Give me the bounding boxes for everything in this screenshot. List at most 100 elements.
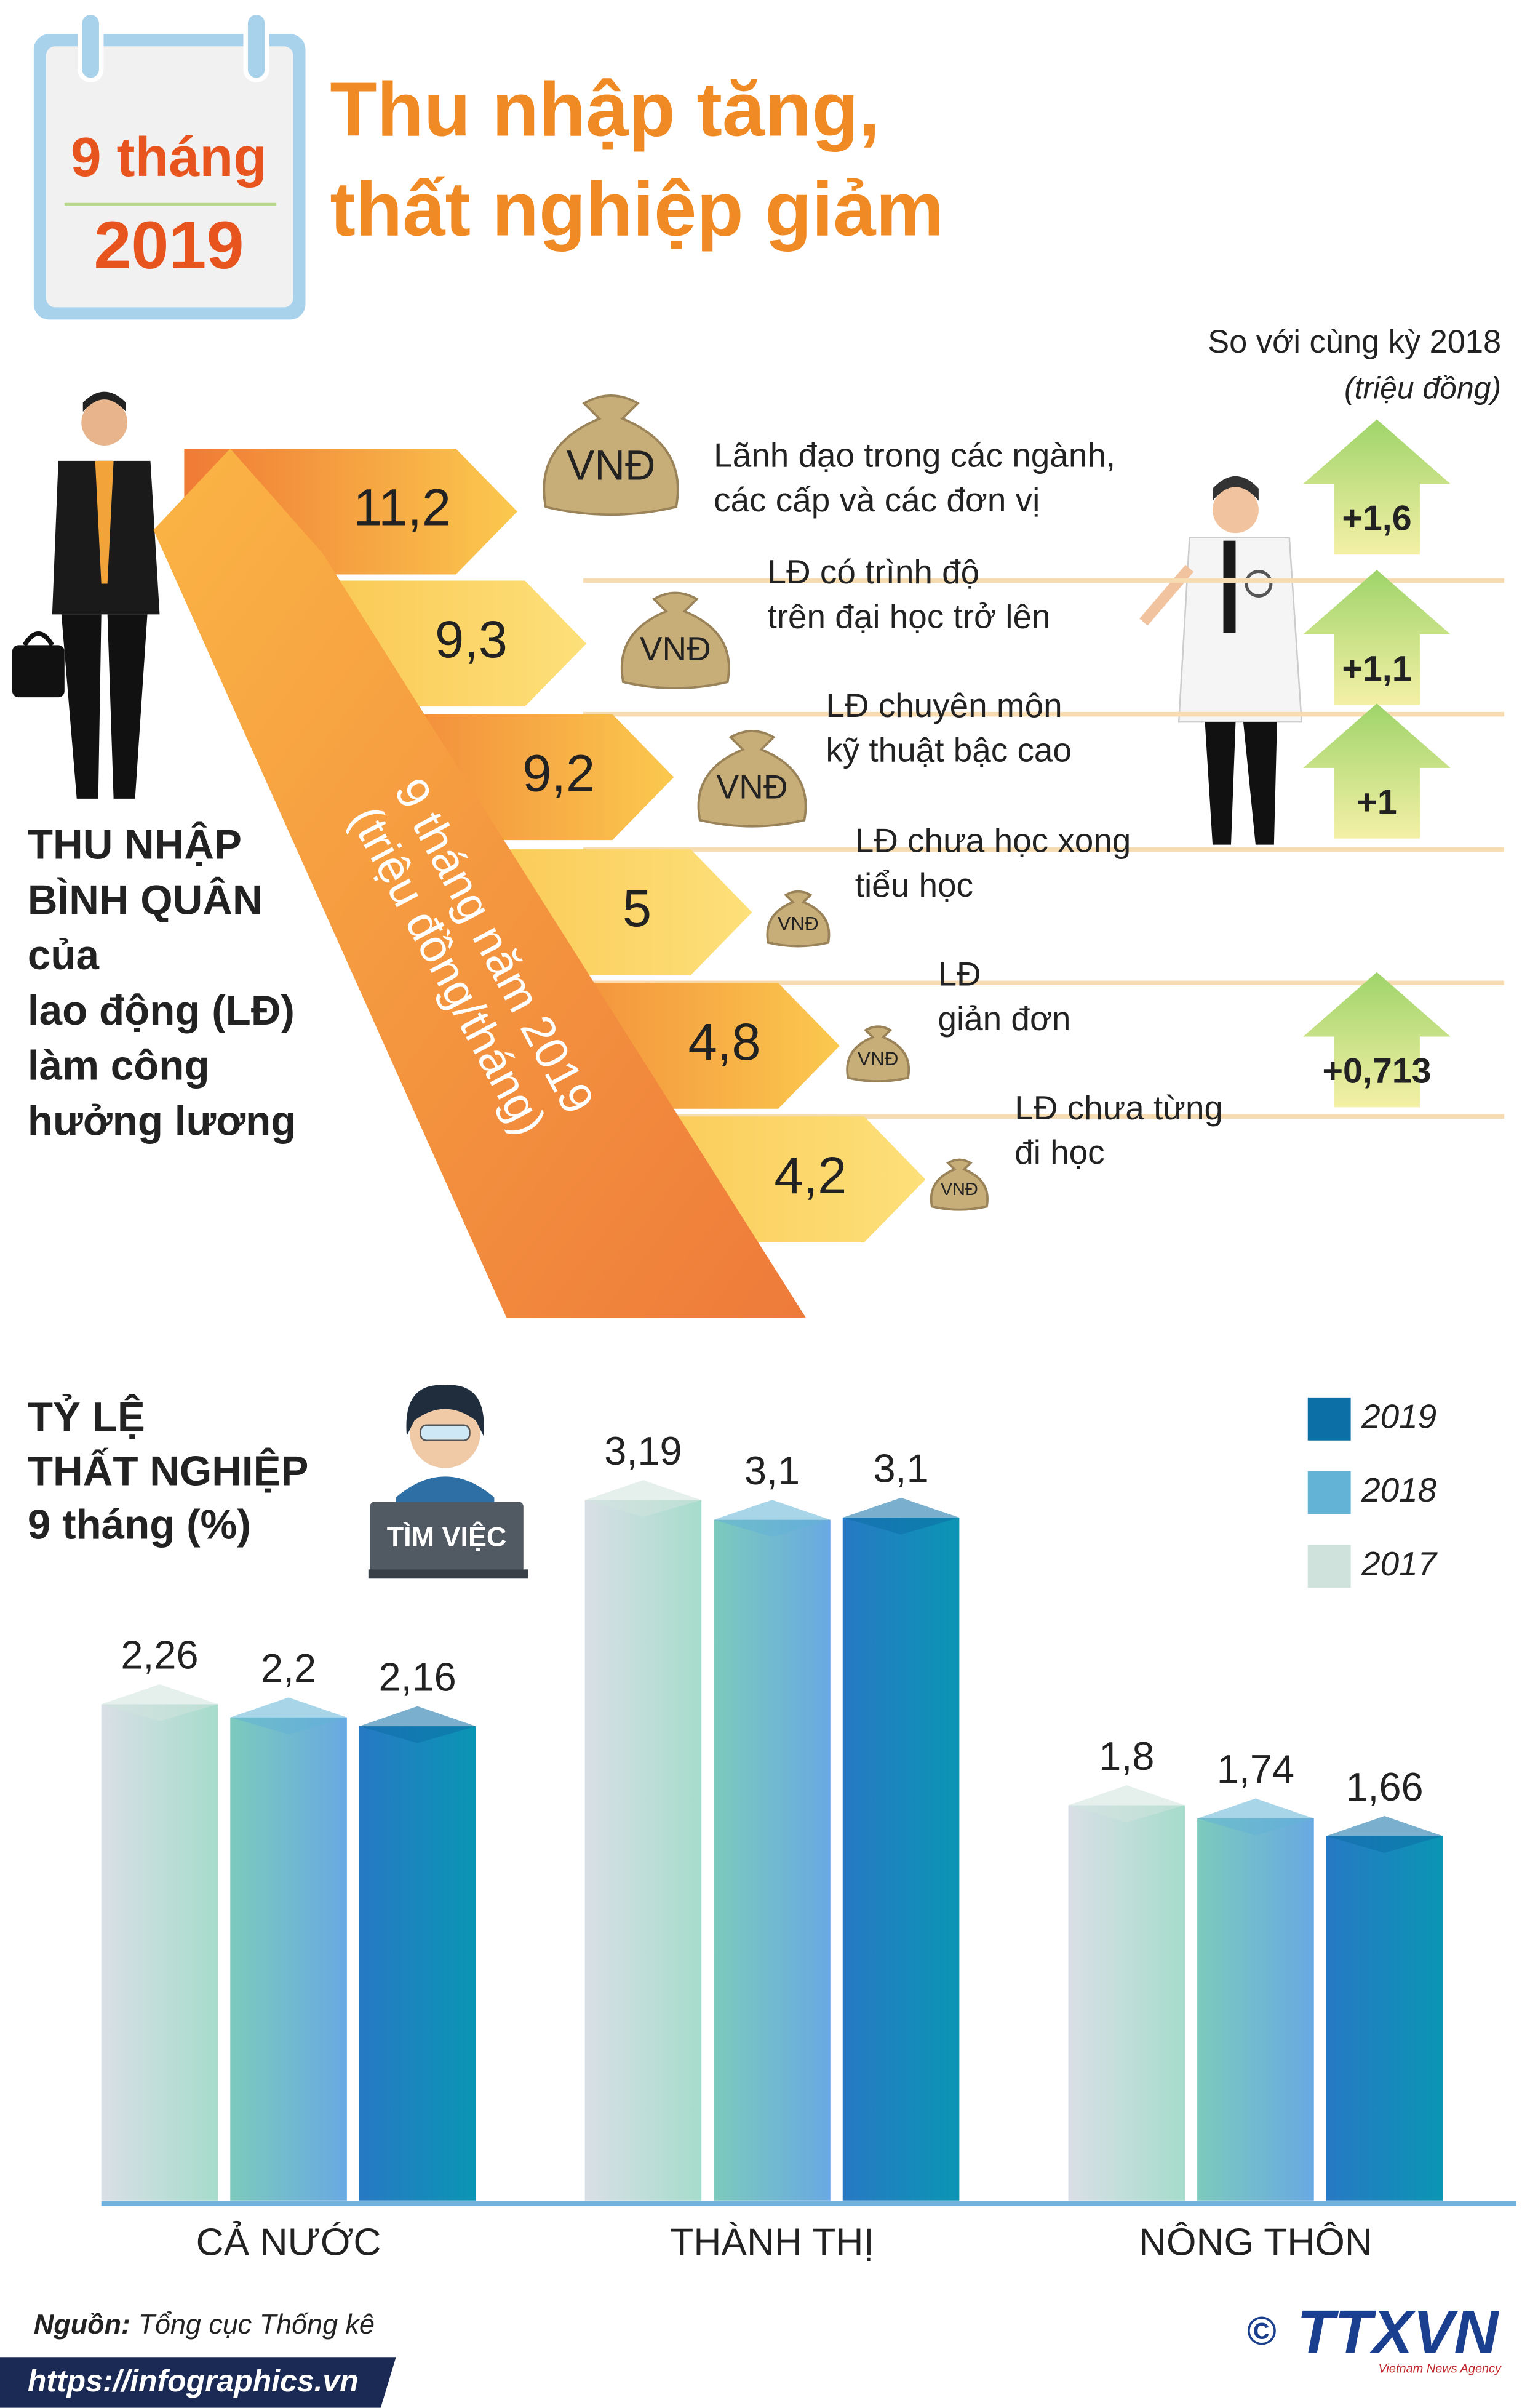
income-label: BÌNH QUÂN — [28, 877, 263, 923]
bar — [842, 1518, 960, 2201]
title: Thu nhập tăng, — [330, 66, 880, 152]
change-value: +1 — [1357, 783, 1397, 822]
logo-sub: Vietnam News Agency — [1378, 2362, 1502, 2375]
money-bag — [766, 890, 831, 948]
value-label: 3,19 — [604, 1428, 682, 1473]
money-bag — [697, 730, 807, 828]
bar-cap — [714, 1500, 831, 1537]
url: https://infographics.vn — [28, 2364, 359, 2398]
bar-cap — [584, 1480, 702, 1518]
copyright: © — [1247, 2308, 1277, 2353]
income-label: làm công — [28, 1043, 210, 1089]
bar-cap — [230, 1697, 347, 1735]
value-label: 2,16 — [379, 1654, 456, 1699]
bar — [1068, 1805, 1185, 2201]
bar-cap — [359, 1706, 476, 1743]
source-label: Nguồn: — [34, 2308, 130, 2340]
x-tick-label: CẢ NƯỚC — [196, 2220, 381, 2264]
chart-title: TỶ LỆ — [28, 1394, 145, 1441]
income-value: 11,2 — [353, 478, 451, 537]
change-arrow — [1303, 703, 1451, 839]
income-desc: tiểu học — [855, 866, 973, 904]
bar — [584, 1500, 702, 2201]
income-desc: LĐ có trình độ — [768, 553, 980, 591]
value-label: 2,2 — [261, 1646, 316, 1690]
source: Tổng cục Thống kê — [138, 2308, 375, 2340]
comparison-unit: (triệu đồng) — [1344, 370, 1501, 405]
calendar-ring — [243, 10, 269, 82]
money-bag — [620, 591, 730, 690]
income-desc: trên đại học trở lên — [768, 597, 1051, 635]
value-label: 3,1 — [744, 1448, 800, 1493]
comparison-title: So với cùng kỳ 2018 — [1208, 324, 1501, 360]
bar — [359, 1726, 476, 2201]
ribbon — [153, 448, 806, 1318]
bar — [101, 1704, 218, 2201]
income-desc: đi học — [1014, 1133, 1104, 1171]
bag-label: VNĐ — [567, 442, 656, 489]
legend-label: 2019 — [1361, 1397, 1436, 1435]
bag-label: VNĐ — [640, 630, 711, 668]
value-label: 3,1 — [873, 1446, 928, 1490]
legend-label: 2017 — [1361, 1545, 1438, 1583]
income-desc: kỹ thuật bậc cao — [826, 730, 1072, 769]
change-arrow — [1303, 972, 1451, 1108]
change-value: +1,6 — [1342, 498, 1411, 538]
value-label: 1,74 — [1217, 1746, 1294, 1791]
bag-label: VNĐ — [717, 767, 788, 806]
value-label: 1,66 — [1345, 1764, 1423, 1809]
income-label: hưởng lương — [28, 1098, 297, 1145]
income-desc: các cấp và các đơn vị — [714, 481, 1040, 519]
legend-swatch — [1307, 1545, 1351, 1588]
income-desc: giản đơn — [938, 999, 1070, 1038]
income-desc: LĐ chưa học xong — [855, 822, 1131, 860]
change-value: +0,713 — [1322, 1052, 1431, 1091]
money-bag — [846, 1025, 910, 1083]
income-desc: Lãnh đạo trong các ngành, — [714, 436, 1115, 474]
income-value: 5 — [623, 879, 651, 937]
income-desc: LĐ chuyên môn — [826, 686, 1062, 724]
legend-label: 2018 — [1361, 1471, 1437, 1509]
x-tick-label: THÀNH THỊ — [670, 2222, 874, 2264]
income-desc: LĐ — [938, 955, 981, 993]
badge-top: 9 tháng — [71, 127, 267, 188]
bar-cap — [842, 1497, 960, 1535]
doctor-figure — [1139, 476, 1303, 845]
bar — [230, 1717, 347, 2201]
income-desc: LĐ chưa từng — [1014, 1089, 1223, 1127]
income-value: 4,2 — [774, 1146, 847, 1204]
income-value: 4,8 — [688, 1012, 761, 1071]
bag-label: VNĐ — [778, 913, 819, 935]
bag-label: VNĐ — [941, 1180, 978, 1199]
change-arrow — [1303, 419, 1451, 555]
bar-cap — [1326, 1816, 1443, 1853]
title: thất nghiệp giảm — [330, 167, 944, 252]
url-strip — [0, 2357, 396, 2408]
businessman-figure — [12, 391, 160, 799]
change-arrow — [1303, 570, 1451, 705]
chart-title: THẤT NGHIỆP — [28, 1448, 309, 1494]
income-value: 9,2 — [522, 743, 595, 802]
bag-label: VNĐ — [858, 1047, 899, 1070]
badge-bottom: 2019 — [94, 208, 244, 283]
legend-swatch — [1307, 1397, 1351, 1441]
income-label: của — [28, 932, 100, 978]
job-seeker-icon — [368, 1385, 528, 1579]
legend-swatch — [1307, 1471, 1351, 1514]
value-label: 1,8 — [1099, 1734, 1154, 1778]
calendar-page — [46, 46, 293, 308]
income-label: lao động (LĐ) — [28, 988, 295, 1034]
bar-cap — [101, 1684, 218, 1721]
value-label: 2,26 — [121, 1633, 198, 1678]
bar — [1326, 1836, 1443, 2201]
bar — [714, 1519, 831, 2201]
bar-cap — [1197, 1798, 1314, 1836]
income-value: 9,3 — [435, 610, 508, 668]
logo: TTXVN — [1297, 2298, 1499, 2367]
bar — [1197, 1818, 1314, 2201]
x-tick-label: NÔNG THÔN — [1139, 2221, 1373, 2264]
money-bag — [930, 1158, 989, 1211]
income-label: THU NHẬP — [28, 822, 242, 868]
